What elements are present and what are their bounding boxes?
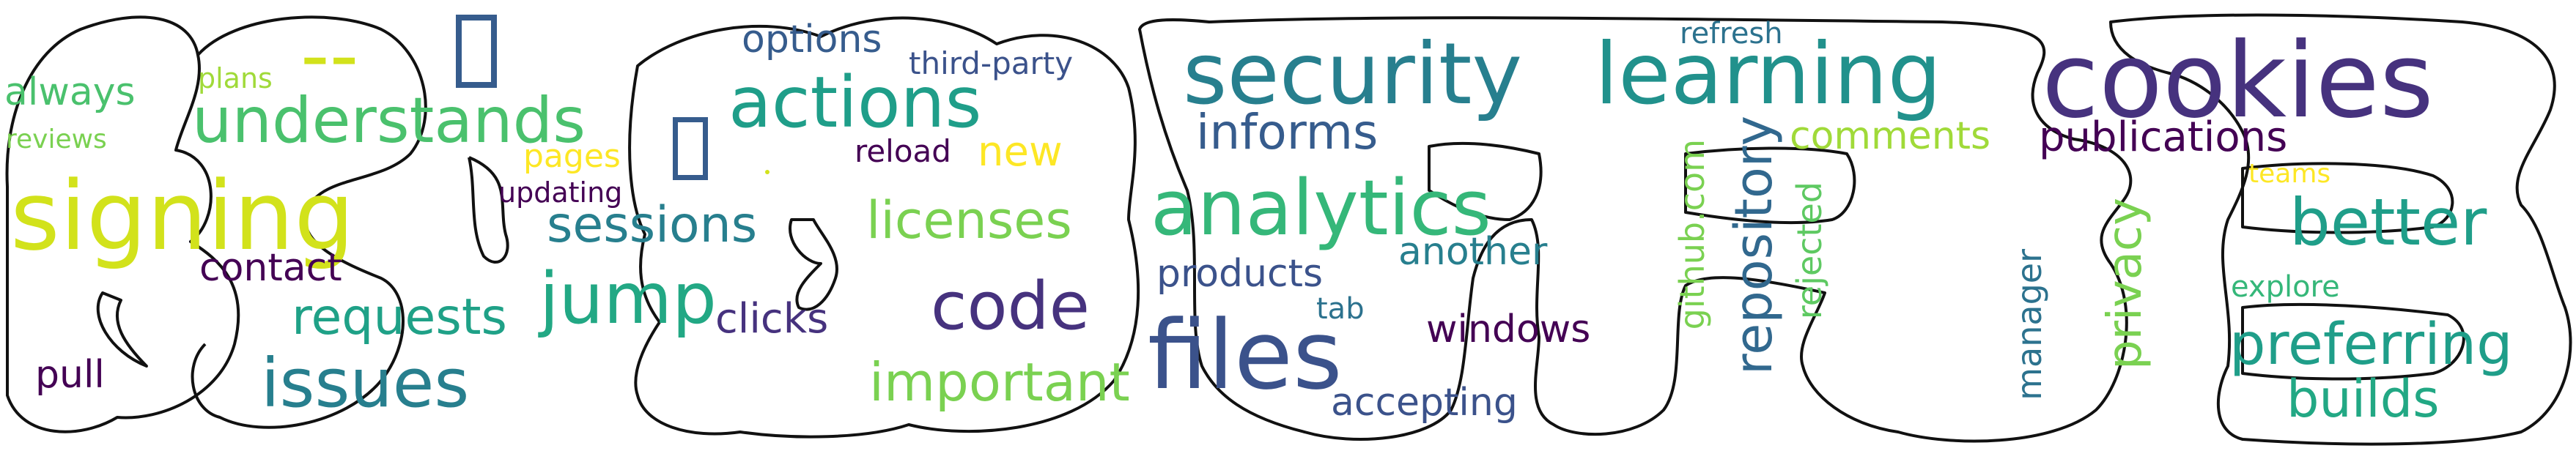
- word-informs: informs: [1196, 108, 1378, 157]
- word-tab: tab: [1316, 294, 1365, 324]
- word-clicks: clicks: [715, 299, 828, 340]
- word-files: files: [1148, 308, 1343, 403]
- word-teams: teams: [2248, 161, 2330, 187]
- word-contact: contact: [199, 249, 342, 287]
- word-refresh: refresh: [1680, 19, 1783, 48]
- word-another: another: [1398, 233, 1547, 271]
- dot-mark: [765, 170, 770, 174]
- word-publications: publications: [2039, 117, 2287, 158]
- word-requests: requests: [292, 293, 507, 343]
- word-jump: jump: [539, 264, 717, 334]
- word-rejected: rejected: [1793, 182, 1826, 319]
- word-new: new: [978, 132, 1063, 173]
- word-windows: windows: [1426, 310, 1590, 348]
- word-always: always: [4, 73, 136, 111]
- word-issues: issues: [261, 350, 469, 417]
- word-github-com: github.com: [1675, 139, 1709, 329]
- word-manager: manager: [2012, 249, 2046, 400]
- glyph-box-2: [673, 117, 708, 180]
- word-options: options: [742, 20, 882, 59]
- word-accepting: accepting: [1331, 384, 1518, 422]
- word-products: products: [1156, 255, 1323, 293]
- word-builds: builds: [2287, 373, 2440, 425]
- word-reviews: reviews: [6, 127, 107, 153]
- word-code: code: [931, 274, 1090, 340]
- word-privacy: privacy: [2102, 198, 2149, 370]
- g-inner-curl: [98, 293, 147, 366]
- letter-o-left-outline: [469, 157, 508, 262]
- word-comments: comments: [1790, 117, 1990, 155]
- word-explore: explore: [2231, 272, 2340, 302]
- word-sessions: sessions: [547, 201, 757, 250]
- word-repository: repository: [1728, 116, 1779, 375]
- word-dashes: --: [300, 15, 358, 95]
- word-important: important: [869, 356, 1130, 409]
- word-better: better: [2289, 190, 2487, 255]
- glyph-box-1: [456, 15, 497, 88]
- word-pages: pages: [523, 141, 621, 173]
- word-actions: actions: [728, 67, 982, 138]
- word-licenses: licenses: [866, 195, 1072, 246]
- word-reload: reload: [855, 136, 951, 167]
- word-preferring: preferring: [2229, 316, 2513, 373]
- word-plans: plans: [198, 64, 273, 92]
- word-pull: pull: [35, 356, 105, 394]
